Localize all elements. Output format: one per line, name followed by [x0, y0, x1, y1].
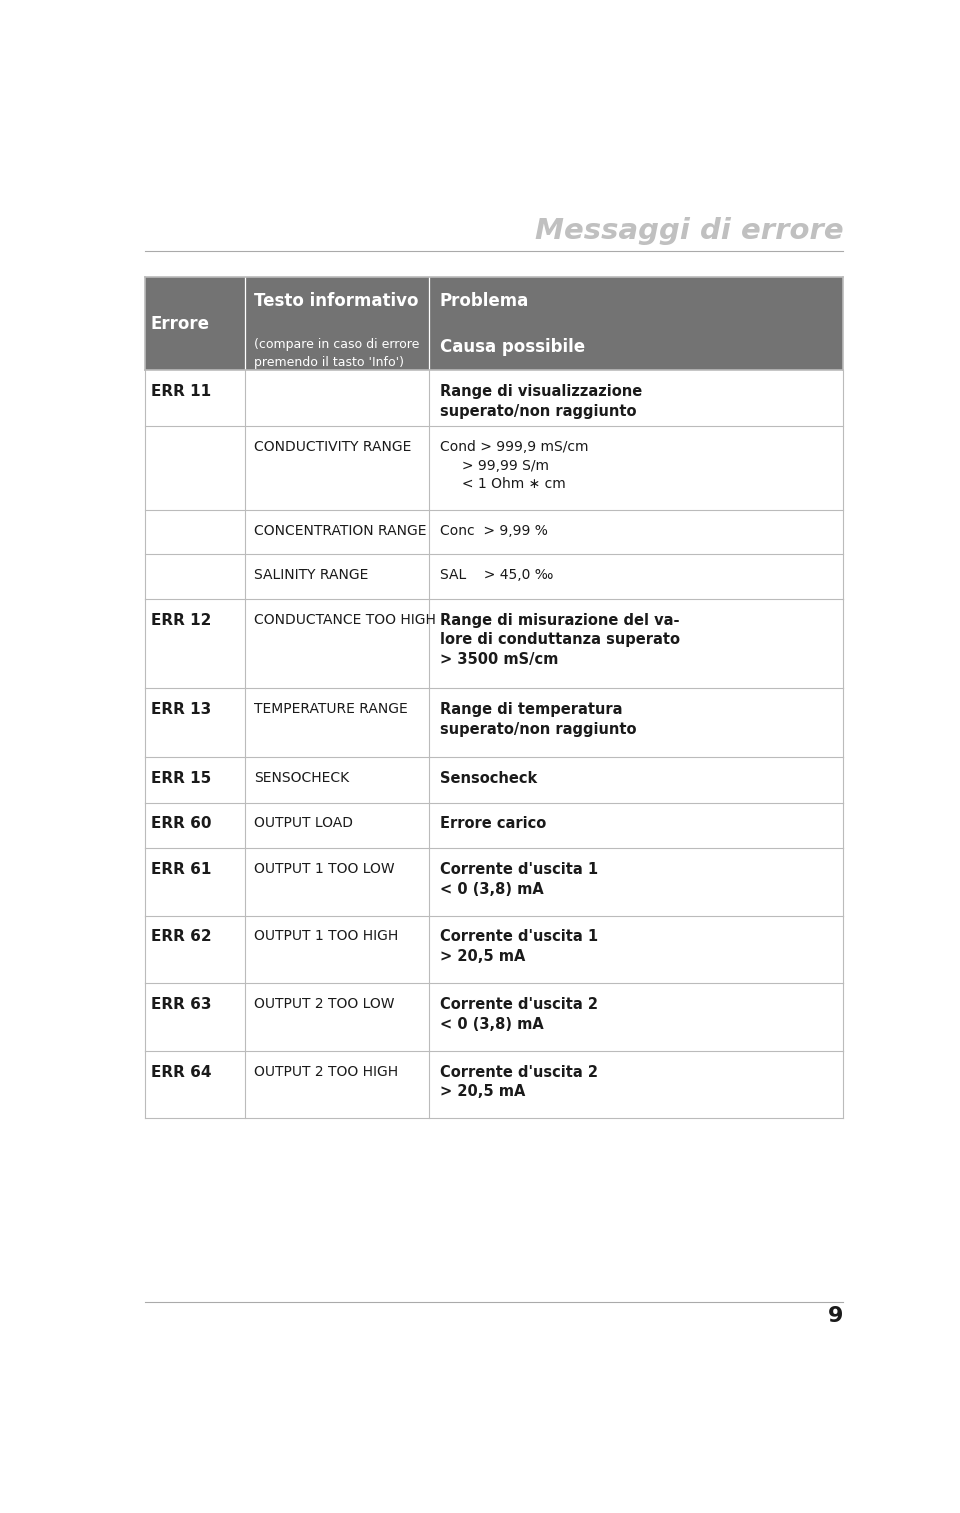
Text: CONCENTRATION RANGE: CONCENTRATION RANGE: [253, 523, 426, 539]
Text: Range di temperatura
superato/non raggiunto: Range di temperatura superato/non raggiu…: [440, 702, 636, 737]
Text: ERR 12: ERR 12: [151, 613, 211, 628]
Text: Corrente d'uscita 1
< 0 (3,8) mA: Corrente d'uscita 1 < 0 (3,8) mA: [440, 862, 598, 897]
Text: ERR 64: ERR 64: [151, 1065, 211, 1080]
Text: OUTPUT 1 TOO LOW: OUTPUT 1 TOO LOW: [253, 862, 395, 876]
Text: ERR 60: ERR 60: [151, 817, 211, 832]
Text: Errore carico: Errore carico: [440, 817, 546, 832]
Text: ERR 62: ERR 62: [151, 929, 211, 944]
Text: SAL    > 45,0 ‰: SAL > 45,0 ‰: [440, 569, 553, 583]
Text: Corrente d'uscita 2
> 20,5 mA: Corrente d'uscita 2 > 20,5 mA: [440, 1065, 598, 1100]
Text: ERR 15: ERR 15: [151, 772, 211, 787]
Text: Corrente d'uscita 1
> 20,5 mA: Corrente d'uscita 1 > 20,5 mA: [440, 929, 598, 964]
Text: Range di visualizzazione
superato/non raggiunto: Range di visualizzazione superato/non ra…: [440, 384, 642, 419]
Text: Testo informativo: Testo informativo: [253, 292, 419, 310]
Text: Sensocheck: Sensocheck: [440, 772, 538, 787]
Text: Range di misurazione del va-
lore di conduttanza superato
> 3500 mS/cm: Range di misurazione del va- lore di con…: [440, 613, 680, 667]
Text: OUTPUT LOAD: OUTPUT LOAD: [253, 817, 353, 831]
Text: ERR 61: ERR 61: [151, 862, 211, 878]
Text: OUTPUT 2 TOO LOW: OUTPUT 2 TOO LOW: [253, 997, 395, 1011]
Text: Errore: Errore: [151, 315, 209, 333]
Text: OUTPUT 1 TOO HIGH: OUTPUT 1 TOO HIGH: [253, 929, 398, 944]
Text: Conc  > 9,99 %: Conc > 9,99 %: [440, 523, 548, 539]
Text: Corrente d'uscita 2
< 0 (3,8) mA: Corrente d'uscita 2 < 0 (3,8) mA: [440, 997, 598, 1032]
Text: OUTPUT 2 TOO HIGH: OUTPUT 2 TOO HIGH: [253, 1065, 398, 1079]
Text: ERR 13: ERR 13: [151, 702, 211, 717]
Text: Problema: Problema: [440, 292, 529, 310]
Text: (compare in caso di errore
premendo il tasto 'Info'): (compare in caso di errore premendo il t…: [253, 337, 420, 369]
Text: SENSOCHECK: SENSOCHECK: [253, 772, 349, 785]
Text: 9: 9: [828, 1306, 843, 1325]
Text: ERR 11: ERR 11: [151, 384, 210, 399]
Text: TEMPERATURE RANGE: TEMPERATURE RANGE: [253, 702, 408, 716]
Text: CONDUCTIVITY RANGE: CONDUCTIVITY RANGE: [253, 440, 411, 454]
Text: Messaggi di errore: Messaggi di errore: [535, 216, 843, 245]
Text: ERR 63: ERR 63: [151, 997, 211, 1012]
Bar: [145, 277, 843, 371]
Text: CONDUCTANCE TOO HIGH: CONDUCTANCE TOO HIGH: [253, 613, 436, 626]
Text: SALINITY RANGE: SALINITY RANGE: [253, 569, 369, 583]
Text: Causa possibile: Causa possibile: [440, 337, 585, 356]
Text: Cond > 999,9 mS/cm
     > 99,99 S/m
     < 1 Ohm ∗ cm: Cond > 999,9 mS/cm > 99,99 S/m < 1 Ohm ∗…: [440, 440, 588, 492]
